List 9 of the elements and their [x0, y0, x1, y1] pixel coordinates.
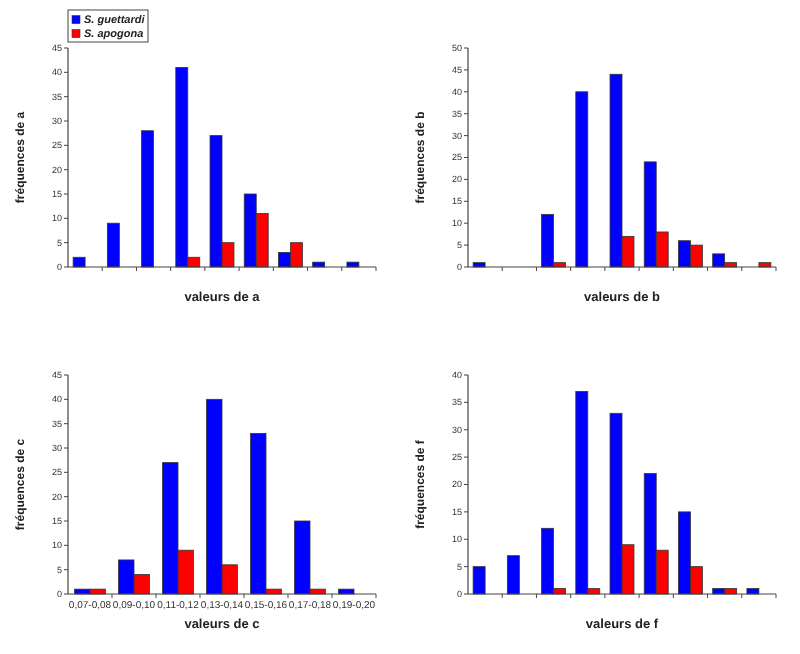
- bar: [312, 261, 326, 268]
- bar: [506, 555, 520, 595]
- bar: [575, 91, 589, 268]
- bar: [72, 256, 86, 268]
- bar: [338, 588, 355, 595]
- bar: [106, 222, 120, 268]
- bar: [472, 566, 486, 595]
- bar: [346, 261, 360, 268]
- bar: [141, 130, 154, 268]
